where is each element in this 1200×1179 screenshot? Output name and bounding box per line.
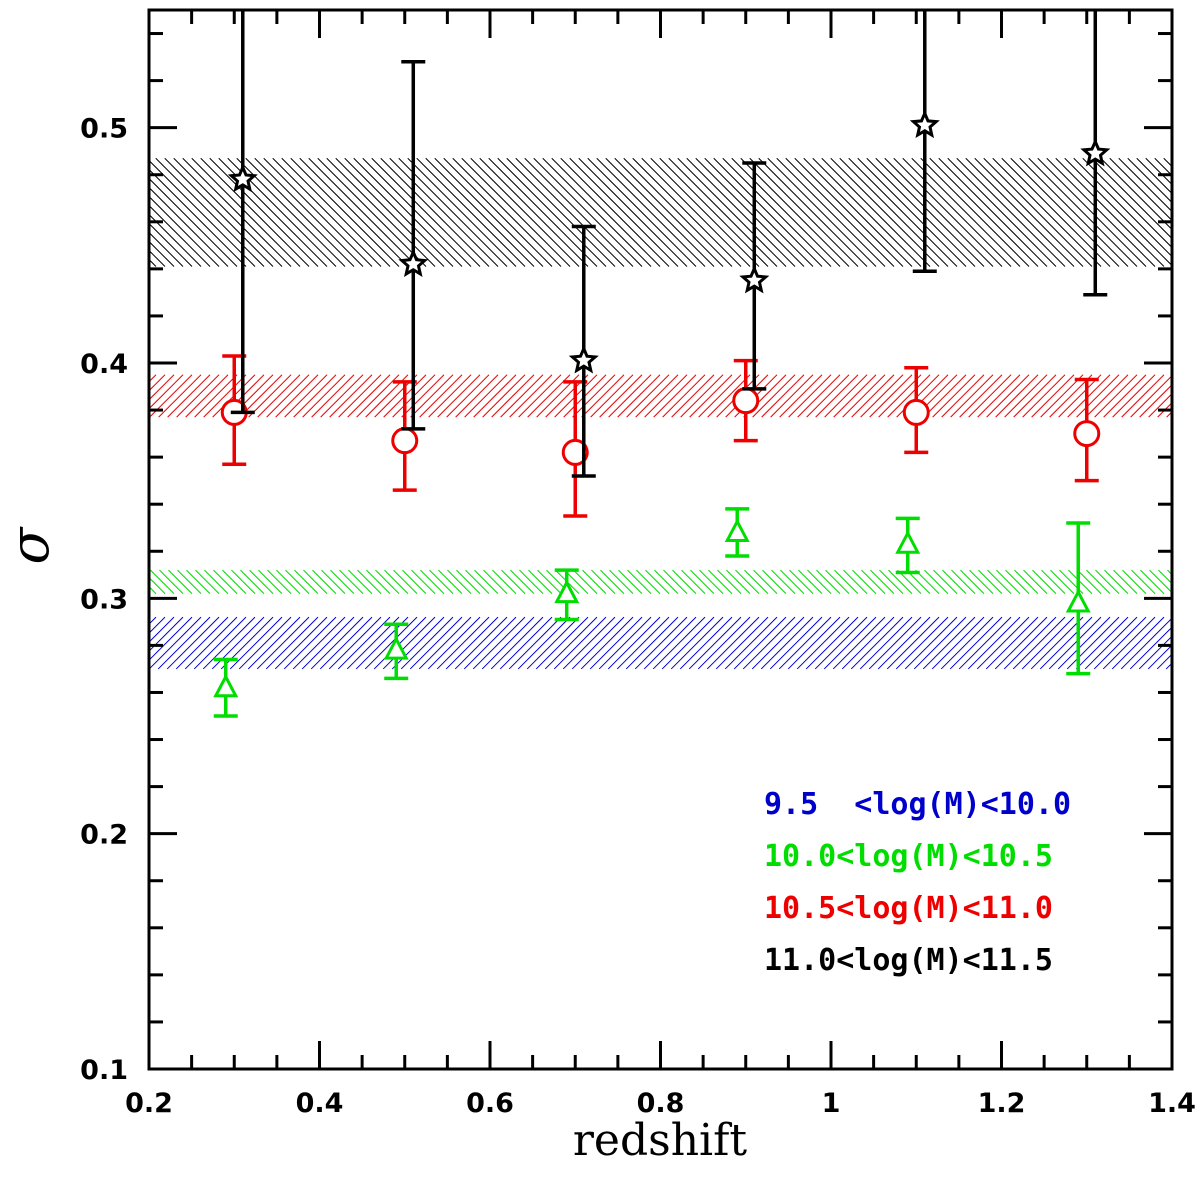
data-point bbox=[383, 635, 409, 660]
data-point bbox=[227, 163, 258, 193]
error-bar bbox=[401, 60, 426, 431]
data-point bbox=[568, 344, 599, 374]
legend: 9.5 <log(M)<10.0 10.0<log(M)<10.5 10.5<log… bbox=[764, 787, 1071, 978]
series-triangle bbox=[213, 507, 1091, 718]
y-axis-title: σ bbox=[0, 525, 61, 564]
data-point bbox=[724, 518, 750, 542]
data-point bbox=[1065, 588, 1091, 613]
tick-labels: 0.2 0.4 0.6 0.8 1 1.2 1.40.10.20.30.40.5 bbox=[80, 114, 1196, 1119]
x-tick-label: 0.4 bbox=[296, 1088, 344, 1119]
data-point bbox=[213, 673, 239, 698]
x-axis-title: redshift bbox=[573, 1115, 748, 1166]
data-point bbox=[554, 579, 580, 604]
x-tick-label: 0.6 bbox=[466, 1088, 514, 1119]
data-point bbox=[398, 248, 429, 277]
series-star bbox=[227, 10, 1111, 478]
hatch-band-1 bbox=[149, 569, 1172, 594]
data-point bbox=[391, 427, 419, 455]
x-tick-label: 1.2 bbox=[978, 1088, 1026, 1119]
error-bar bbox=[912, 10, 937, 273]
legend-entry: 10.0<log(M)<10.5 bbox=[764, 839, 1053, 874]
y-tick-label: 0.1 bbox=[80, 1055, 128, 1086]
legend-entry: 11.0<log(M)<11.5 bbox=[764, 943, 1053, 978]
hatch-band-0 bbox=[149, 616, 1172, 670]
data-point bbox=[902, 398, 930, 426]
series-circle bbox=[220, 354, 1101, 518]
data-series bbox=[213, 10, 1111, 718]
data-point bbox=[1073, 420, 1101, 448]
error-bar bbox=[230, 10, 255, 415]
x-tick-label: 0.8 bbox=[637, 1088, 685, 1119]
data-point bbox=[1080, 137, 1111, 167]
y-tick-label: 0.4 bbox=[80, 349, 128, 380]
legend-entry: 9.5 <log(M)<10.0 bbox=[764, 787, 1071, 822]
data-point bbox=[895, 529, 921, 554]
x-tick-label: 1.4 bbox=[1148, 1088, 1196, 1119]
x-tick-label: 0.2 bbox=[125, 1088, 173, 1119]
y-tick-label: 0.5 bbox=[80, 114, 128, 145]
y-tick-label: 0.3 bbox=[80, 584, 128, 615]
x-tick-label: 1 bbox=[822, 1088, 841, 1119]
hatched-bands bbox=[149, 157, 1172, 670]
data-point bbox=[909, 109, 940, 139]
data-point bbox=[561, 438, 589, 466]
y-tick-label: 0.2 bbox=[80, 820, 128, 851]
data-point bbox=[739, 264, 770, 294]
hatch-band-3 bbox=[149, 157, 1172, 267]
data-point bbox=[732, 387, 760, 415]
legend-entry: 10.5<log(M)<11.0 bbox=[764, 891, 1053, 926]
plot-frame bbox=[147, 8, 1174, 1071]
